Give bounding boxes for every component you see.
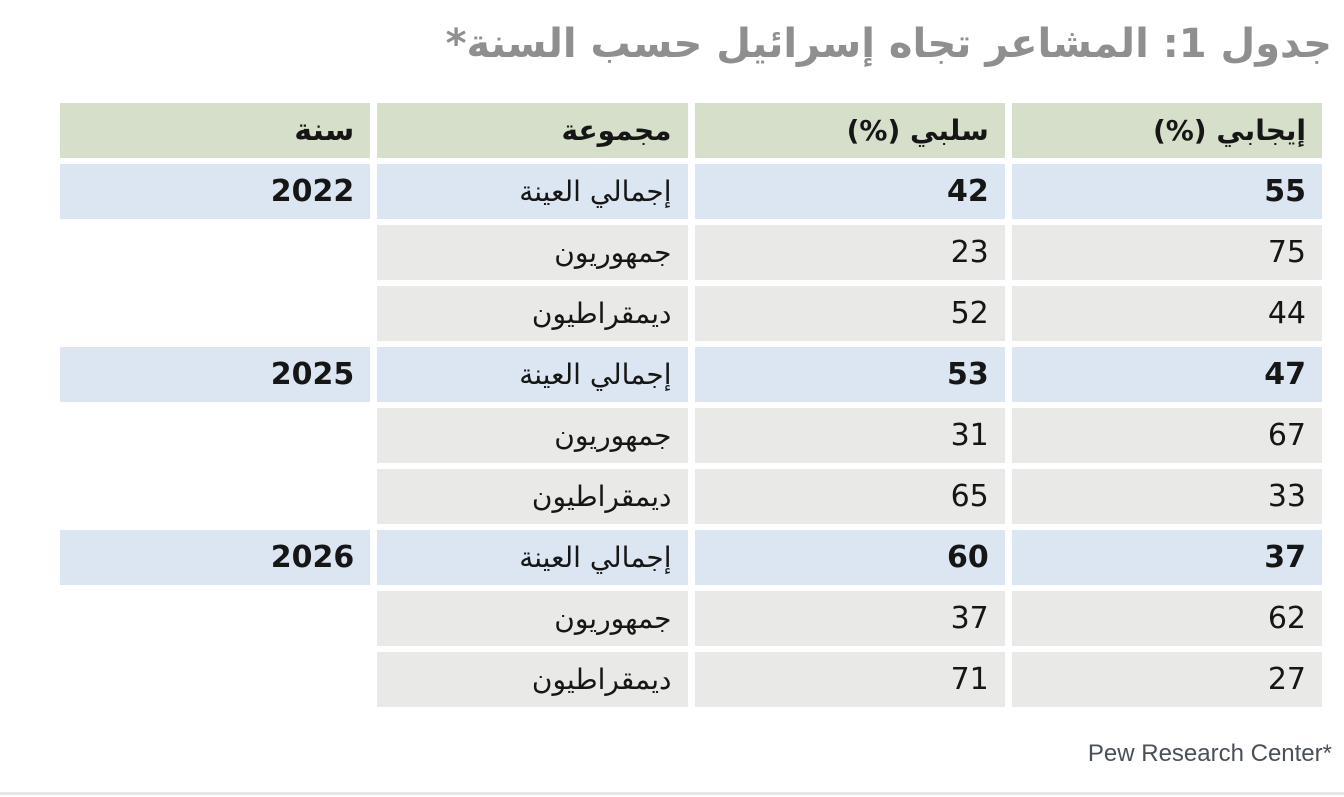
group-cell: جمهوريون — [377, 408, 688, 463]
negative-cell: 52 — [694, 286, 1005, 341]
table-row: 67 31 جمهوريون — [60, 408, 1322, 463]
positive-cell: 67 — [1011, 408, 1322, 463]
table-row: 33 65 ديمقراطيون — [60, 469, 1322, 524]
year-cell: 2026 — [60, 530, 371, 585]
table-header-row: إيجابي (%) سلبي (%) مجموعة سنة — [60, 103, 1322, 158]
negative-cell: 71 — [694, 652, 1005, 707]
header-cell-negative: سلبي (%) — [694, 103, 1005, 158]
year-cell — [60, 286, 370, 341]
table-title: جدول 1: المشاعر تجاه إسرائيل حسب السنة* — [445, 21, 1332, 67]
negative-cell: 23 — [694, 225, 1005, 280]
positive-cell: 37 — [1011, 530, 1322, 585]
table-row: 27 71 ديمقراطيون — [60, 652, 1322, 707]
table-row: 37 60 إجمالي العينة 2026 — [60, 530, 1322, 585]
group-cell: ديمقراطيون — [377, 286, 688, 341]
data-table: إيجابي (%) سلبي (%) مجموعة سنة 55 42 إجمال… — [60, 103, 1322, 707]
header-cell-group: مجموعة — [377, 103, 688, 158]
positive-cell: 33 — [1011, 469, 1322, 524]
positive-cell: 44 — [1011, 286, 1322, 341]
year-cell: 2022 — [60, 164, 371, 219]
source-attribution: Pew Research Center* — [1087, 740, 1332, 767]
table-row: 55 42 إجمالي العينة 2022 — [60, 164, 1322, 219]
year-cell — [60, 408, 370, 463]
negative-cell: 60 — [694, 530, 1005, 585]
year-cell: 2025 — [60, 347, 371, 402]
group-cell: إجمالي العينة — [377, 164, 688, 219]
positive-cell: 75 — [1011, 225, 1322, 280]
group-cell: إجمالي العينة — [377, 530, 688, 585]
negative-cell: 31 — [694, 408, 1005, 463]
positive-cell: 62 — [1011, 591, 1322, 646]
positive-cell: 47 — [1011, 347, 1322, 402]
group-cell: ديمقراطيون — [377, 469, 688, 524]
year-cell — [60, 225, 370, 280]
year-cell — [60, 469, 370, 524]
header-cell-positive: إيجابي (%) — [1011, 103, 1322, 158]
negative-cell: 37 — [694, 591, 1005, 646]
year-cell — [60, 591, 370, 646]
table-row: 62 37 جمهوريون — [60, 591, 1322, 646]
group-cell: جمهوريون — [377, 591, 688, 646]
positive-cell: 27 — [1011, 652, 1322, 707]
group-cell: جمهوريون — [377, 225, 688, 280]
table-row: 44 52 ديمقراطيون — [60, 286, 1322, 341]
negative-cell: 53 — [694, 347, 1005, 402]
table-row: 47 53 إجمالي العينة 2025 — [60, 347, 1322, 402]
negative-cell: 65 — [694, 469, 1005, 524]
group-cell: ديمقراطيون — [377, 652, 688, 707]
bottom-divider — [0, 792, 1344, 795]
year-cell — [60, 652, 370, 707]
table-row: 75 23 جمهوريون — [60, 225, 1322, 280]
positive-cell: 55 — [1011, 164, 1322, 219]
group-cell: إجمالي العينة — [377, 347, 688, 402]
negative-cell: 42 — [694, 164, 1005, 219]
header-cell-year: سنة — [60, 103, 371, 158]
